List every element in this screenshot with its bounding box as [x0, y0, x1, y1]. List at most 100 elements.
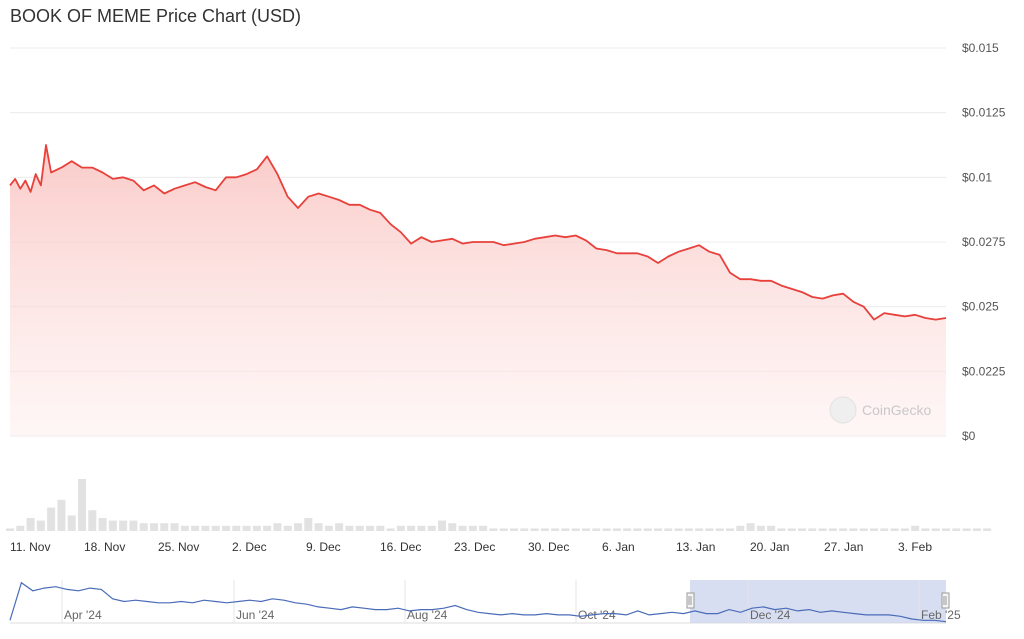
volume-bar [26, 518, 35, 531]
navigator-label: Apr '24 [64, 608, 102, 622]
volume-bar [808, 528, 817, 531]
volume-bar [767, 525, 776, 531]
volume-bar [78, 479, 86, 531]
volume-bar [222, 525, 230, 531]
volume-bar [592, 528, 601, 531]
volume-bar [304, 518, 313, 531]
volume-bar [582, 528, 590, 531]
y-tick-label: $0.015 [962, 41, 999, 55]
y-tick-label: $0.025 [962, 300, 999, 314]
volume-bar [520, 528, 529, 531]
volume-bar [407, 525, 416, 531]
volume-bar [695, 528, 704, 531]
volume-bar [335, 523, 344, 531]
volume-bar [890, 528, 899, 531]
volume-bar [160, 523, 169, 531]
volume-bar [726, 528, 734, 531]
y-tick-label: $0.0125 [962, 106, 1006, 120]
volume-bar [602, 528, 611, 531]
volume-bar [386, 528, 395, 531]
volume-bar [355, 525, 364, 531]
volume-bar [736, 525, 745, 531]
volume-bar [489, 528, 498, 531]
volume-bar [952, 528, 961, 531]
x-tick-label: 20. Jan [750, 540, 789, 554]
x-tick-label: 18. Nov [84, 540, 125, 554]
volume-bar [746, 523, 755, 531]
volume-bar [983, 528, 992, 531]
volume-bar [201, 525, 210, 531]
volume-bar [530, 528, 539, 531]
volume-bar [263, 525, 272, 531]
volume-bar [972, 528, 981, 531]
volume-bar [612, 528, 621, 531]
volume-bar [510, 528, 518, 531]
volume-bar [777, 528, 786, 531]
volume-bar [366, 525, 374, 531]
price-line[interactable] [9, 144, 947, 321]
volume-bar [931, 528, 940, 531]
volume-bar [942, 528, 950, 531]
volume-bar [499, 528, 508, 531]
volume-bar [870, 528, 878, 531]
x-tick-label: 27. Jan [824, 540, 863, 554]
volume-bar [417, 525, 426, 531]
x-tick-label: 23. Dec [454, 540, 495, 554]
volume-bar [36, 520, 45, 531]
volume-bar [479, 525, 488, 531]
x-tick-label: 25. Nov [158, 540, 199, 554]
chart-title: BOOK OF MEME Price Chart (USD) [10, 6, 302, 26]
volume-bar [839, 528, 848, 531]
volume-bar [684, 528, 693, 531]
volume-bar [756, 525, 765, 531]
volume-bar [849, 528, 858, 531]
volume-bar [911, 525, 920, 531]
volume-bar [324, 525, 333, 531]
navigator-label: Dec '24 [750, 608, 791, 622]
volume-bar [98, 518, 107, 531]
volume-bar [571, 528, 580, 531]
volume-bar [818, 528, 827, 531]
volume-bar [921, 528, 930, 531]
volume-bar [674, 528, 683, 531]
volume-bar [623, 528, 632, 531]
y-tick-label: $0.0275 [962, 235, 1006, 249]
y-tick-label: $0 [962, 429, 976, 443]
y-tick-label: $0.0225 [962, 364, 1006, 378]
coingecko-watermark: CoinGecko [829, 396, 931, 424]
volume-bar [705, 528, 714, 531]
volume-bar [191, 525, 200, 531]
x-axis: 11. Nov 18. Nov 25. Nov 2. Dec 9. Dec 16. Dec… [10, 540, 932, 554]
volume-bar [396, 525, 405, 531]
volume-bar [273, 523, 282, 531]
x-tick-label: 13. Jan [676, 540, 715, 554]
x-tick-label: 30. Dec [528, 540, 569, 554]
volume-bar [438, 520, 446, 531]
coingecko-logo-icon [829, 396, 857, 424]
x-tick-label: 11. Nov [10, 540, 50, 554]
volume-bar [654, 528, 662, 531]
volume-bar [828, 528, 837, 531]
volume-bar [345, 525, 354, 531]
y-tick-label: $0.01 [962, 170, 992, 184]
volume-bar [376, 525, 385, 531]
volume-bar [47, 507, 56, 531]
volume-bar [787, 528, 796, 531]
volume-bar [67, 515, 76, 531]
volume-bars [6, 479, 992, 531]
x-tick-label: 3. Feb [898, 540, 932, 554]
volume-bar [232, 525, 241, 531]
navigator-selection[interactable] [690, 580, 946, 623]
volume-bar [294, 523, 302, 531]
volume-bar [180, 525, 189, 531]
navigator-line [9, 581, 947, 623]
range-navigator[interactable]: Apr '24 Jun '24 Aug '24 Oct '24 Dec '24 Feb '… [9, 580, 961, 624]
navigator-label: Feb '25 [921, 608, 961, 622]
x-tick-label: 16. Dec [380, 540, 421, 554]
volume-bar [57, 499, 66, 531]
x-tick-label: 6. Jan [602, 540, 635, 554]
volume-bar [108, 520, 117, 531]
volume-bar [150, 523, 158, 531]
volume-bar [643, 528, 652, 531]
